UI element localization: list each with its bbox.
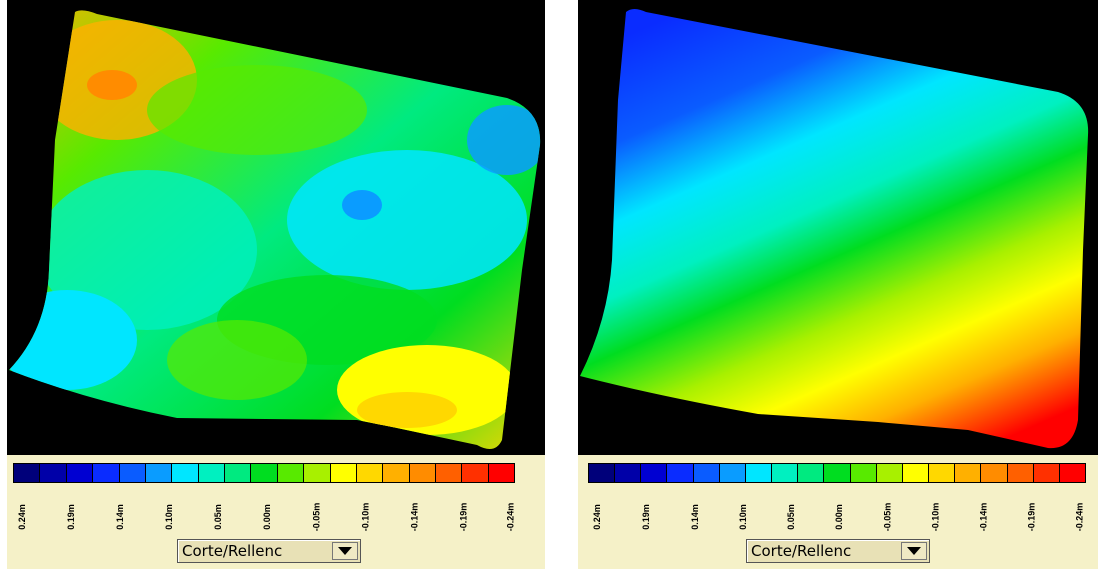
color-swatch	[641, 464, 668, 482]
scale-label: 0.10m	[164, 504, 174, 530]
right-map-panel: 0.24m 0.19m 0.14m 0.10m 0.05m 0.00m -0.0…	[578, 0, 1098, 569]
color-swatch	[66, 464, 94, 482]
scale-label: -0.10m	[360, 502, 370, 532]
right-color-scale	[588, 463, 1086, 483]
color-swatch	[850, 464, 877, 482]
caret-down-icon[interactable]	[332, 542, 358, 560]
scale-label: 0.10m	[738, 504, 748, 530]
scale-label: 0.24m	[592, 504, 602, 530]
scale-label: -0.10m	[930, 502, 940, 532]
color-swatch	[1007, 464, 1034, 482]
scale-label: -0.14m	[978, 502, 988, 532]
color-swatch	[93, 464, 120, 482]
color-swatch	[772, 464, 799, 482]
color-swatch	[225, 464, 252, 482]
scale-label: 0.19m	[66, 504, 76, 530]
scale-label: -0.19m	[1026, 502, 1036, 532]
left-color-scale	[13, 463, 515, 483]
scale-label: 0.14m	[690, 504, 700, 530]
color-swatch	[902, 464, 930, 482]
color-swatch	[824, 464, 851, 482]
dropdown-value: Corte/Rellenc	[751, 542, 852, 560]
scale-label: 0.05m	[213, 504, 223, 530]
scale-label: 0.00m	[834, 504, 844, 530]
color-swatch	[40, 464, 67, 482]
scale-label: -0.19m	[458, 502, 468, 532]
color-swatch	[1059, 464, 1085, 482]
left-scale-labels: 0.24m 0.19m 0.14m 0.10m 0.05m 0.00m -0.0…	[7, 487, 545, 547]
color-swatch	[462, 464, 489, 482]
left-map-surface	[9, 10, 541, 450]
right-scale-labels: 0.24m 0.19m 0.14m 0.10m 0.05m 0.00m -0.0…	[578, 487, 1098, 547]
color-swatch	[693, 464, 720, 482]
color-swatch	[409, 464, 436, 482]
color-swatch	[589, 464, 616, 482]
color-swatch	[14, 464, 41, 482]
left-cut-fill-map[interactable]	[7, 0, 545, 455]
color-swatch	[1033, 464, 1060, 482]
color-swatch	[383, 464, 410, 482]
right-legend-panel: 0.24m 0.19m 0.14m 0.10m 0.05m 0.00m -0.0…	[578, 455, 1098, 569]
scale-label: -0.05m	[882, 502, 892, 532]
color-swatch	[119, 464, 146, 482]
color-swatch	[251, 464, 278, 482]
color-swatch	[356, 464, 384, 482]
color-swatch	[436, 464, 463, 482]
scale-label: -0.14m	[409, 502, 419, 532]
color-swatch	[981, 464, 1008, 482]
color-swatch	[719, 464, 746, 482]
scale-label: 0.05m	[786, 504, 796, 530]
color-swatch	[198, 464, 225, 482]
right-map-surface	[580, 9, 1089, 449]
dropdown-value: Corte/Rellenc	[182, 542, 283, 560]
color-swatch	[304, 464, 331, 482]
color-swatch	[667, 464, 694, 482]
color-swatch	[955, 464, 982, 482]
scale-label: 0.24m	[17, 504, 27, 530]
scale-label: -0.24m	[1074, 502, 1084, 532]
color-swatch	[929, 464, 956, 482]
right-cut-fill-map[interactable]	[578, 0, 1098, 455]
color-swatch	[798, 464, 825, 482]
color-swatch	[488, 464, 515, 482]
caret-down-icon[interactable]	[901, 542, 927, 560]
color-swatch	[615, 464, 642, 482]
color-swatch	[145, 464, 173, 482]
left-mode-dropdown[interactable]: Corte/Rellenc	[177, 539, 361, 563]
scale-label: -0.24m	[505, 502, 515, 532]
scale-label: 0.00m	[262, 504, 272, 530]
color-swatch	[172, 464, 199, 482]
scale-label: -0.05m	[311, 502, 321, 532]
scale-label: 0.19m	[641, 504, 651, 530]
color-swatch	[876, 464, 903, 482]
right-mode-dropdown[interactable]: Corte/Rellenc	[746, 539, 930, 563]
left-map-panel: 0.24m 0.19m 0.14m 0.10m 0.05m 0.00m -0.0…	[7, 0, 545, 569]
color-swatch	[745, 464, 773, 482]
scale-label: 0.14m	[115, 504, 125, 530]
color-swatch	[277, 464, 305, 482]
left-legend-panel: 0.24m 0.19m 0.14m 0.10m 0.05m 0.00m -0.0…	[7, 455, 545, 569]
color-swatch	[330, 464, 357, 482]
